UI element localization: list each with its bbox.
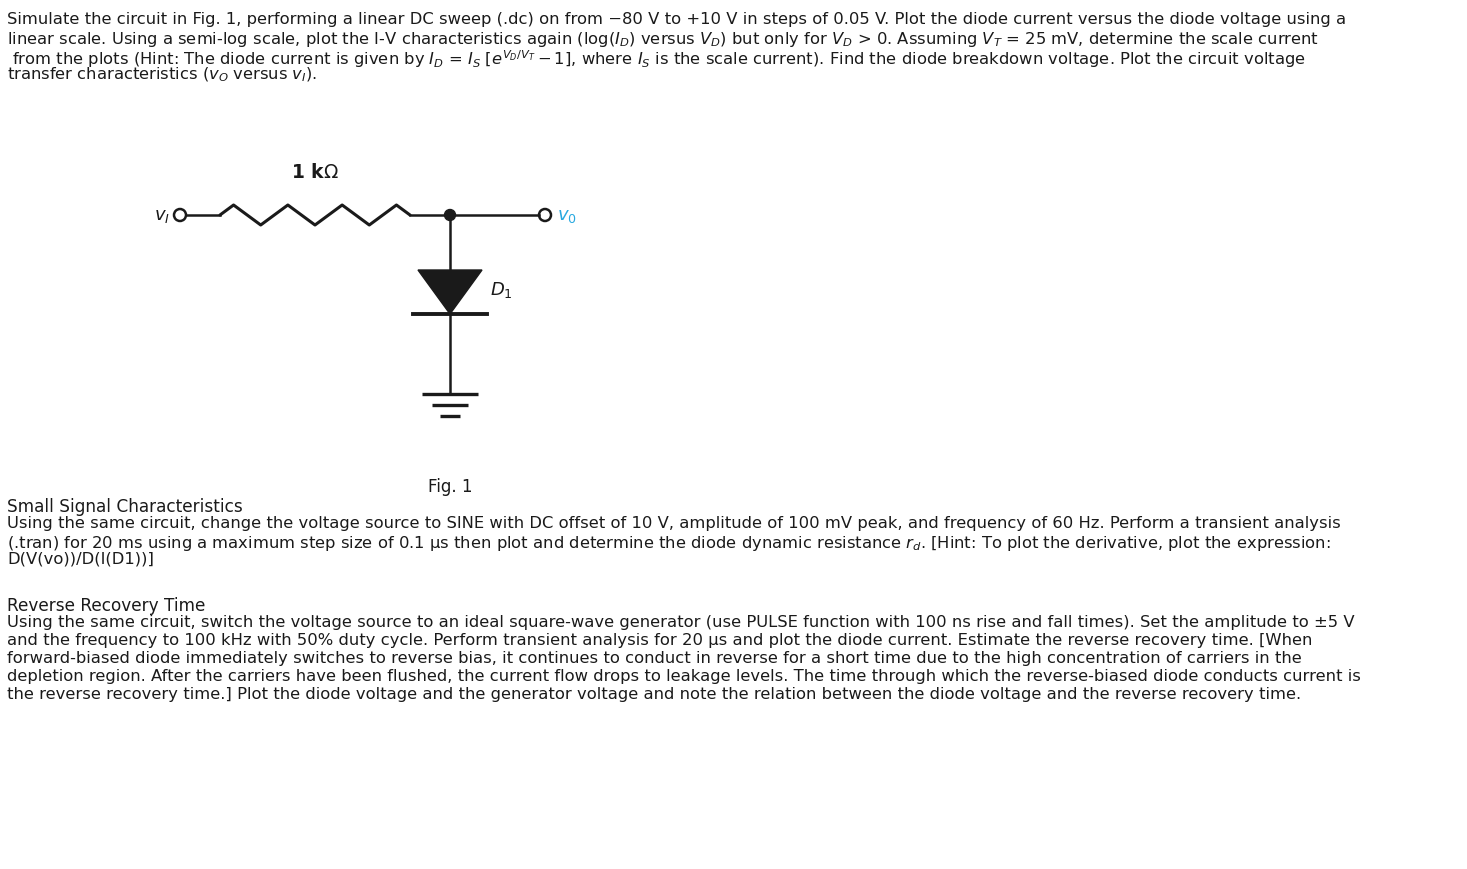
Text: from the plots (Hint: The diode current is given by $I_D$ = $I_S$ $\left[e^{V_D/: from the plots (Hint: The diode current … bbox=[7, 48, 1306, 70]
Text: Reverse Recovery Time: Reverse Recovery Time bbox=[7, 597, 205, 615]
Text: (.tran) for 20 ms using a maximum step size of 0.1 μs then plot and determine th: (.tran) for 20 ms using a maximum step s… bbox=[7, 534, 1331, 553]
Text: 1 k$\Omega$: 1 k$\Omega$ bbox=[290, 163, 339, 182]
Text: Small Signal Characteristics: Small Signal Characteristics bbox=[7, 498, 242, 516]
Polygon shape bbox=[418, 270, 483, 314]
Text: linear scale. Using a semi-log scale, plot the I-V characteristics again (log($I: linear scale. Using a semi-log scale, pl… bbox=[7, 30, 1319, 49]
Text: and the frequency to 100 kHz with 50% duty cycle. Perform transient analysis for: and the frequency to 100 kHz with 50% du… bbox=[7, 633, 1313, 648]
Text: Fig. 1: Fig. 1 bbox=[428, 478, 472, 496]
Text: forward-biased diode immediately switches to reverse bias, it continues to condu: forward-biased diode immediately switche… bbox=[7, 651, 1301, 666]
Text: D(V(vo))/D(I(D1))]: D(V(vo))/D(I(D1))] bbox=[7, 552, 154, 567]
Text: the reverse recovery time.] Plot the diode voltage and the generator voltage and: the reverse recovery time.] Plot the dio… bbox=[7, 687, 1301, 702]
Text: $v_0$: $v_0$ bbox=[557, 207, 577, 225]
Text: $D_1$: $D_1$ bbox=[490, 280, 513, 300]
Text: depletion region. After the carriers have been flushed, the current flow drops t: depletion region. After the carriers hav… bbox=[7, 669, 1361, 684]
Text: Using the same circuit, change the voltage source to SINE with DC offset of 10 V: Using the same circuit, change the volta… bbox=[7, 516, 1341, 531]
Text: $v_I$: $v_I$ bbox=[154, 207, 170, 225]
Text: transfer characteristics ($v_O$ versus $v_I$).: transfer characteristics ($v_O$ versus $… bbox=[7, 66, 317, 84]
Text: Using the same circuit, switch the voltage source to an ideal square-wave genera: Using the same circuit, switch the volta… bbox=[7, 615, 1354, 630]
Text: Simulate the circuit in Fig. 1, performing a linear DC sweep (.dc) on from −80 V: Simulate the circuit in Fig. 1, performi… bbox=[7, 12, 1347, 27]
Circle shape bbox=[445, 209, 455, 221]
